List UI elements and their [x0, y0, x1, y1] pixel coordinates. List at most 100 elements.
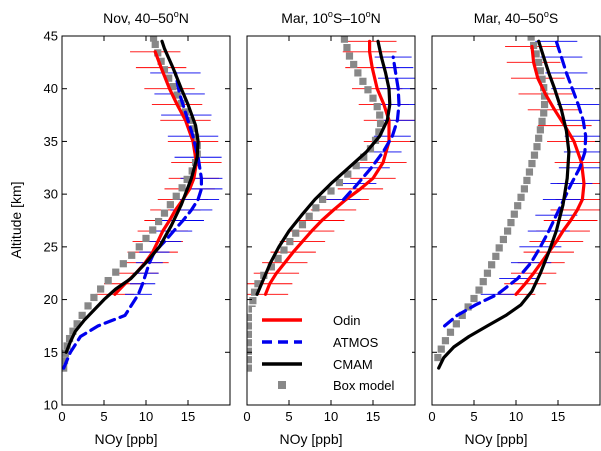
y-tick-label: 45: [44, 29, 58, 44]
box-model-marker: [142, 234, 150, 243]
box-model-marker: [510, 210, 518, 218]
panel-3-title: Mar, 40–50oS: [474, 9, 558, 26]
box-model-marker: [527, 36, 535, 41]
box-model-marker: [526, 25, 533, 32]
box-model-marker: [475, 286, 483, 294]
y-tick-label: 40: [44, 81, 58, 96]
y-tick-label: 10: [44, 398, 58, 413]
box-model-marker: [479, 278, 487, 286]
box-model-marker: [523, 176, 531, 185]
panel-1-x-axis-label: NOy [ppb]: [94, 431, 157, 447]
box-model-marker: [69, 327, 77, 335]
series-line-cmam: [64, 39, 200, 354]
box-model-marker: [249, 297, 257, 305]
box-model-marker: [165, 74, 173, 82]
x-tick-label: 10: [139, 409, 153, 424]
box-model-marker: [62, 357, 69, 365]
box-model-marker: [154, 49, 162, 57]
box-model-marker: [344, 170, 352, 178]
box-model-marker: [97, 285, 105, 293]
box-model-marker: [437, 345, 445, 353]
degree-symbol: o: [174, 9, 179, 19]
panel-3-title-suffix: S: [549, 10, 558, 26]
box-model-marker: [360, 153, 368, 161]
panel-3-x-axis-label: NOy [ppb]: [464, 431, 527, 447]
panel-2-x-axis-label: NOy [ppb]: [279, 431, 342, 447]
box-model-marker: [73, 320, 81, 328]
box-model-marker: [458, 311, 466, 319]
box-model-marker: [305, 212, 313, 220]
box-model-marker: [151, 40, 159, 49]
box-model-marker: [538, 117, 546, 125]
box-model-marker: [148, 28, 155, 35]
box-model-marker: [492, 252, 500, 260]
panel-2-title-suffix: N: [371, 10, 381, 26]
box-model-marker: [172, 192, 180, 200]
box-model-marker: [84, 302, 92, 310]
legend: Odin ATMOS CMAM Box model: [252, 307, 412, 397]
x-tick-label: 15: [181, 409, 195, 424]
box-model-marker: [247, 364, 255, 372]
box-model-marker: [520, 185, 528, 193]
panel-1-title: Nov, 40–50oN: [103, 9, 189, 26]
series-line-atmos: [62, 71, 203, 370]
box-model-marker: [535, 58, 543, 66]
box-model-marker: [536, 67, 544, 75]
box-model-marker: [160, 66, 169, 74]
panel-3-title-main: Mar, 40–50: [474, 10, 544, 26]
box-model-marker: [525, 168, 534, 176]
box-model-marker: [352, 162, 360, 170]
box-model-marker: [247, 347, 255, 355]
box-model-marker: [343, 43, 351, 52]
plot-area: [247, 36, 415, 372]
degree-symbol: o: [366, 9, 371, 19]
legend-label-box-model: Box model: [333, 378, 395, 393]
x-tick-label: 0: [428, 409, 435, 424]
box-model-marker: [514, 202, 522, 210]
series-line-odin: [514, 44, 586, 296]
plot-area: [434, 25, 600, 370]
box-model-marker: [540, 109, 548, 117]
box-model-marker: [340, 36, 349, 43]
box-model-marker: [452, 320, 460, 328]
box-model-marker: [345, 52, 354, 60]
box-model-marker: [135, 243, 143, 251]
box-model-marker: [149, 36, 158, 42]
box-model-marker: [157, 57, 165, 65]
x-tick-label: 5: [100, 409, 107, 424]
box-model-marker: [160, 209, 169, 217]
box-model-marker: [169, 83, 177, 91]
box-model-marker: [373, 103, 381, 111]
panel-1-title-suffix: N: [179, 10, 189, 26]
box-model-marker: [540, 92, 549, 100]
box-model-marker: [191, 133, 200, 141]
box-model-marker: [364, 86, 372, 94]
box-model-marker: [189, 125, 197, 133]
box-model-marker: [464, 303, 472, 311]
box-model-marker: [119, 260, 127, 268]
box-model-marker: [540, 100, 549, 109]
legend-label-odin: Odin: [333, 313, 360, 328]
y-tick-label: 35: [44, 134, 58, 149]
box-model-marker: [530, 151, 539, 159]
box-model-marker: [247, 330, 255, 338]
box-model-marker: [90, 293, 98, 302]
box-model-marker: [369, 94, 377, 102]
box-model-marker: [128, 251, 136, 259]
series-line-cmam: [437, 39, 571, 370]
y-axis-label: Altitude [km]: [8, 181, 24, 258]
x-tick-label: 15: [366, 409, 380, 424]
panel-2-title-main: Mar, 10: [281, 10, 328, 26]
box-model-marker: [247, 322, 255, 330]
box-model-marker: [112, 268, 120, 276]
x-tick-label: 10: [509, 409, 523, 424]
box-model-marker: [495, 244, 503, 252]
box-model-marker: [280, 246, 288, 254]
y-tick-label: 30: [44, 187, 58, 202]
box-model-marker: [483, 269, 492, 277]
box-model-marker: [312, 204, 320, 212]
box-model-marker: [250, 288, 259, 296]
degree-symbol: o: [544, 9, 549, 19]
box-model-marker: [335, 178, 343, 187]
